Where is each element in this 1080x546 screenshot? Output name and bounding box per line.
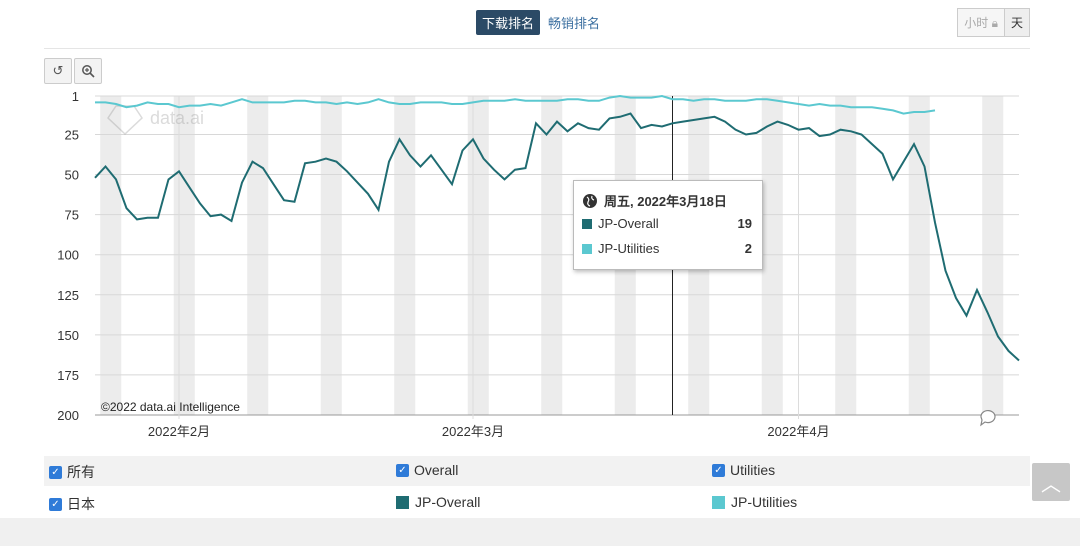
lock-icon: 🔒︎ — [991, 16, 998, 30]
y-tick-label: 175 — [57, 368, 79, 383]
chevron-up-icon: ︿ — [1041, 473, 1061, 496]
y-tick-label: 200 — [57, 408, 79, 423]
watermark-text: data.ai — [150, 108, 204, 128]
y-tick-label: 150 — [57, 328, 79, 343]
x-tick-label: 2022年3月 — [442, 424, 504, 439]
tooltip-row-jp-utilities: JP-Utilities 2 — [582, 241, 752, 256]
weekend-band — [835, 96, 857, 415]
legend-japan-toggle[interactable]: ✓ 日本 — [49, 494, 95, 514]
granularity-day-button[interactable]: 天 — [1004, 8, 1030, 37]
weekend-band — [173, 96, 195, 415]
legend-label: JP-Utilities — [731, 494, 798, 510]
checkbox-icon: ✓ — [396, 463, 409, 477]
legend-all-toggle[interactable]: ✓ 所有 — [49, 462, 95, 482]
legend-label: 日本 — [67, 496, 95, 512]
weekend-band — [467, 96, 489, 415]
y-tick-label: 25 — [65, 127, 79, 142]
comment-icon — [980, 410, 996, 427]
y-tick-label: 100 — [57, 248, 79, 263]
weekend-band — [320, 96, 342, 415]
weekend-band — [247, 96, 269, 415]
grid-lines — [95, 95, 1019, 419]
tab-grossing[interactable]: 畅销排名 — [548, 16, 601, 31]
watermark-logo-icon — [107, 105, 143, 136]
copyright-text: ©2022 data.ai Intelligence — [101, 400, 240, 414]
legend-label: Utilities — [730, 462, 776, 478]
legend-jp-utilities-toggle[interactable]: JP-Utilities — [712, 494, 797, 510]
legend-swatch-jp-utilities — [712, 495, 725, 509]
series-line-jp-overall — [94, 112, 1020, 362]
tooltip-row-jp-overall: JP-Overall 19 — [582, 216, 752, 231]
weekend-band — [908, 96, 930, 415]
weekend-band — [100, 96, 122, 415]
zoom-icon — [82, 65, 95, 78]
tooltip-swatch-jp-overall — [582, 218, 592, 229]
checkbox-icon: ✓ — [49, 497, 62, 511]
globe-icon — [583, 193, 597, 208]
tooltip-header: 周五, 2022年3月18日 — [582, 191, 752, 210]
legend-label: Overall — [414, 462, 459, 478]
zoom-button[interactable] — [74, 58, 102, 84]
legend-label: 所有 — [67, 464, 95, 480]
checkbox-icon: ✓ — [712, 463, 725, 477]
tooltip-value: 19 — [737, 216, 752, 231]
granularity-hour-button[interactable]: 小时 🔒︎ — [957, 8, 1005, 37]
tooltip-series-name: JP-Overall — [598, 216, 659, 231]
granularity-hour-label: 小时 — [964, 16, 989, 30]
y-tick-label: 75 — [65, 208, 79, 223]
granularity-toggle: 小时 🔒︎ 天 — [957, 8, 1030, 37]
bottom-bar — [0, 518, 1080, 546]
tooltip-date: 周五, 2022年3月18日 — [604, 194, 727, 209]
checkbox-icon: ✓ — [49, 465, 62, 479]
legend-swatch-jp-overall — [396, 495, 409, 509]
y-tick-label: 125 — [57, 288, 79, 303]
legend-label: JP-Overall — [415, 494, 481, 510]
x-tick-label: 2022年2月 — [148, 424, 210, 439]
legend-jp-overall-toggle[interactable]: JP-Overall — [396, 494, 480, 510]
watermark: data.ai — [107, 105, 204, 136]
tooltip-series-name: JP-Utilities — [598, 241, 660, 256]
legend-overall-toggle[interactable]: ✓ Overall — [396, 462, 458, 478]
legend-row-filters: ✓ 所有 ✓ Overall ✓ Utilities — [44, 456, 1030, 486]
chart-tooltip: 周五, 2022年3月18日 JP-Overall 19 JP-Utilitie… — [573, 180, 763, 270]
x-axis-ticks: 2022年2月 2022年3月 2022年4月 — [148, 424, 830, 439]
reset-zoom-button[interactable]: ↺ — [44, 58, 72, 84]
weekend-bands — [100, 96, 1004, 415]
y-tick-label: 50 — [65, 168, 79, 183]
header-divider — [44, 48, 1030, 49]
weekend-band — [982, 96, 1004, 415]
series-line-jp-utilities — [95, 94, 936, 115]
tab-downloads[interactable]: 下载排名 — [476, 10, 541, 35]
reset-zoom-icon: ↺ — [52, 63, 64, 78]
x-tick-label: 2022年4月 — [767, 424, 829, 439]
tooltip-swatch-jp-utilities — [582, 243, 592, 254]
weekend-band — [541, 96, 563, 415]
legend-utilities-toggle[interactable]: ✓ Utilities — [712, 462, 775, 478]
rank-type-tabs: 下载排名 畅销排名 — [476, 10, 602, 35]
y-tick-label: 1 — [72, 89, 79, 104]
tooltip-value: 2 — [744, 241, 752, 256]
weekend-band — [761, 96, 783, 415]
legend-row-series: ✓ 日本 JP-Overall JP-Utilities — [44, 488, 1030, 518]
scroll-top-button[interactable]: ︿ — [1032, 463, 1070, 501]
